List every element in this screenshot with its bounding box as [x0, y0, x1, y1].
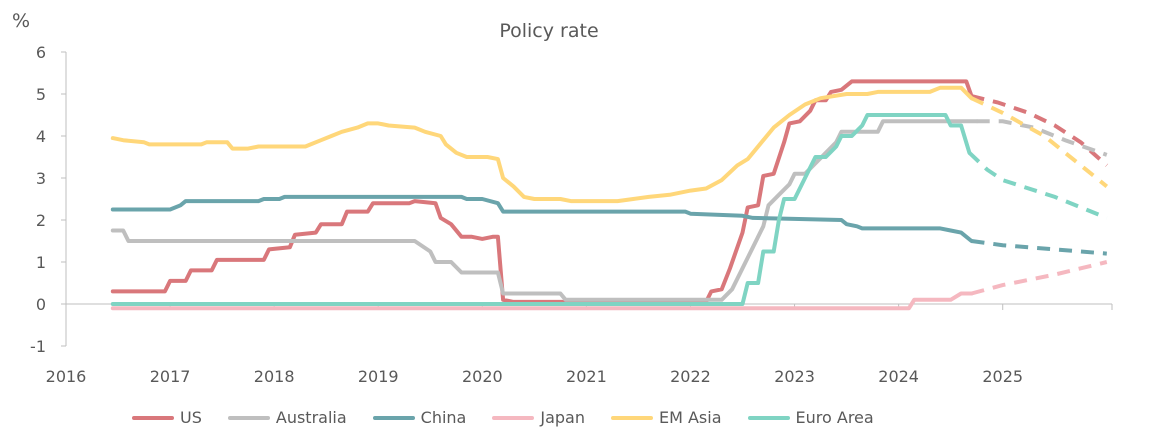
legend-label: EM Asia — [658, 408, 722, 427]
series-forecast-australia — [976, 119, 1108, 157]
series-forecast-euro-area — [968, 151, 1108, 220]
y-tick-label: -1 — [30, 337, 46, 356]
series-line-em-asia — [110, 85, 974, 204]
x-tick-label: 2019 — [358, 367, 399, 386]
y-tick-label: 0 — [36, 295, 46, 314]
y-tick-label: 5 — [36, 85, 46, 104]
legend-swatch — [492, 415, 535, 420]
series-lines — [110, 79, 1109, 311]
x-tick-label: 2018 — [254, 367, 295, 386]
legend-label: Australia — [275, 408, 347, 427]
y-tick-label: 4 — [36, 127, 46, 146]
x-tick-label: 2017 — [150, 367, 191, 386]
legend-item-australia: Australia — [227, 408, 347, 427]
legend-label: Euro Area — [795, 408, 874, 427]
x-tick-label: 2016 — [46, 367, 87, 386]
series-forecast-china — [971, 239, 1107, 256]
series-forecast-us — [971, 94, 1109, 167]
legend-swatch — [372, 415, 415, 420]
y-tick-label: 3 — [36, 169, 46, 188]
legend-item-euro-area: Euro Area — [747, 408, 874, 427]
series-line-euro-area — [110, 113, 972, 306]
legend-label: China — [420, 408, 467, 427]
y-axis-unit-label: % — [12, 10, 31, 32]
legend-label: Japan — [540, 408, 585, 427]
series-line-us — [110, 79, 974, 304]
legend-label: US — [180, 408, 202, 427]
legend: US Australia China Japan EM Asia Euro Area — [132, 408, 874, 427]
x-tick-label: 2021 — [566, 367, 607, 386]
series-forecast-japan — [970, 260, 1108, 296]
legend-swatch — [747, 415, 790, 420]
legend-swatch — [610, 415, 653, 420]
x-tick-label: 2022 — [670, 367, 711, 386]
x-tick-label: 2024 — [878, 367, 919, 386]
legend-item-china: China — [372, 408, 467, 427]
legend-swatch — [132, 415, 174, 420]
legend-item-em-asia: EM Asia — [610, 408, 722, 427]
x-tick-label: 2025 — [982, 367, 1023, 386]
series-line-australia — [110, 119, 979, 302]
y-tick-label: 6 — [36, 43, 46, 62]
legend-item-us: US — [132, 408, 202, 427]
y-tick-label: 2 — [36, 211, 46, 230]
chart-title: Policy rate — [499, 20, 599, 42]
series-forecast-em-asia — [970, 96, 1109, 188]
y-tick-label: 1 — [36, 253, 46, 272]
legend-swatch — [227, 415, 270, 420]
legend-item-japan: Japan — [492, 408, 585, 427]
series-line-japan — [110, 291, 974, 311]
series-line-china — [110, 194, 974, 243]
axes: -1 0 1 2 3 4 5 6 2016 2017 2018 2019 2020 2021 2022 202… — [30, 43, 1113, 386]
x-tick-label: 2020 — [462, 367, 503, 386]
x-tick-label: 2023 — [774, 367, 815, 386]
